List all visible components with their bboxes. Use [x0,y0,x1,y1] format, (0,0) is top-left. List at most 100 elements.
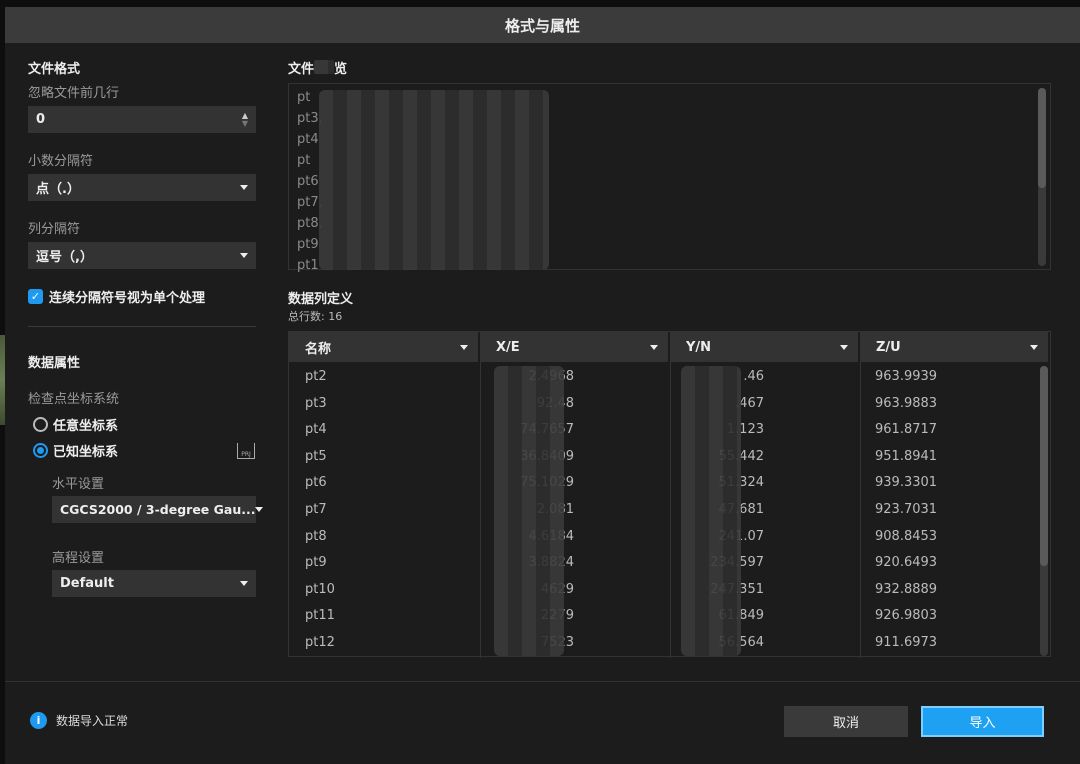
radio-any-label: 任意坐标系 [53,419,119,434]
table-cell: pt10 [305,581,335,597]
merge-separators-label: 连续分隔符号视为单个处理 [49,291,206,306]
table-cell: 939.3301 [875,475,938,491]
chevron-down-icon[interactable] [1030,344,1038,350]
horizontal-crs-select[interactable]: CGCS2000 / 3-degree Gau... [52,496,264,523]
skip-rows-value: 0 [36,112,46,127]
decimal-sep-label: 小数分隔符 [28,154,94,169]
table-cell: 932.8889 [875,581,938,597]
preview-line: pt7, [297,195,323,210]
radio-selected-icon[interactable] [33,443,48,458]
redaction-blur [681,366,741,656]
preview-line: pt [297,153,311,168]
radio-icon[interactable] [33,417,48,432]
table-cell: pt5 [305,448,327,464]
merge-separators-checkbox[interactable]: ✓ 连续分隔符号视为单个处理 [28,287,205,306]
table-cell: pt9 [305,555,327,571]
skip-rows-label: 忽略文件前几行 [28,86,120,101]
data-props-heading: 数据属性 [28,356,81,371]
table-cell: pt12 [305,635,335,650]
table-cell: 961.8717 [875,422,938,438]
info-icon: i [30,712,47,729]
column-header[interactable]: X/E [480,332,670,362]
column-divider [860,362,861,658]
status-message: i 数据导入正常 [30,712,128,729]
redaction-blur [319,90,549,270]
chevron-down-icon [240,581,248,586]
preview-line: pt8, [297,216,323,231]
column-header[interactable]: Y/N [670,332,860,362]
chevron-down-icon[interactable] [840,344,848,350]
table-cell: pt7 [305,502,327,517]
redaction-blur [314,60,335,74]
preview-line: pt3, [297,111,323,126]
preview-scrollbar[interactable] [1038,88,1046,266]
column-header[interactable]: Z/U [860,332,1050,362]
preview-line: pt6 [297,174,319,189]
skip-rows-stepper[interactable]: 0 ▲ ▼ [28,106,256,133]
format-properties-dialog: 格式与属性 文件格式 忽略文件前几行 0 ▲ ▼ 小数分隔符 点（.） 列分隔符 … [5,7,1080,764]
column-sep-select[interactable]: 逗号（,） [28,242,256,269]
columns-heading: 数据列定义 [288,292,354,307]
radio-known-crs[interactable]: 已知坐标系 [33,441,118,460]
preview-heading: 文件 览 [288,58,347,77]
scrollbar-thumb[interactable] [1040,366,1048,566]
table-cell: pt6 [305,475,327,491]
preview-line: pt1 [297,258,319,273]
dialog-title: 格式与属性 [5,7,1080,43]
table-cell: 911.6973 [875,635,938,650]
scrollbar-thumb[interactable] [1038,88,1046,188]
preview-line: pt4 [297,132,319,147]
column-divider [480,362,481,658]
table-scrollbar[interactable] [1040,366,1048,656]
prj-import-icon[interactable]: PRJ [237,443,255,459]
table-cell: 963.9939 [875,369,938,384]
column-header-label: Z/U [876,339,901,355]
vertical-crs-select[interactable]: Default [52,570,256,597]
columns-table: 名称X/EY/NZ/Upt22.4968.46963.9939pt392.48.… [288,331,1051,658]
column-divider [670,362,671,658]
table-cell: pt2 [305,369,327,384]
divider [28,326,256,327]
preview-title-end: 览 [334,62,348,77]
table-cell: 926.9803 [875,608,938,624]
status-text: 数据导入正常 [56,714,129,728]
crs-label: 检查点坐标系统 [28,392,120,407]
chevron-down-icon [255,507,264,512]
table-cell: pt8 [305,528,327,544]
preview-line: pt [297,90,311,105]
column-header-label: Y/N [686,339,712,355]
table-cell: 923.7031 [875,502,938,517]
import-button[interactable]: 导入 [921,706,1044,737]
table-cell: .46 [743,369,764,384]
background-image [0,335,5,425]
vertical-label: 高程设置 [52,551,105,566]
column-header-label: 名称 [305,341,332,357]
table-cell: 951.8941 [875,448,938,464]
table-cell: 908.8453 [875,528,938,544]
decimal-sep-value: 点（.） [36,182,80,197]
radio-any-crs[interactable]: 任意坐标系 [33,415,118,434]
table-cell: pt4 [305,422,327,438]
total-rows: 总行数: 16 [288,310,343,323]
table-cell: 963.9883 [875,395,938,411]
column-sep-label: 列分隔符 [28,222,81,237]
column-header-label: X/E [496,339,520,355]
chevron-down-icon[interactable] [460,344,468,350]
column-header[interactable]: 名称 [289,332,480,362]
radio-known-label: 已知坐标系 [53,445,119,460]
chevron-down-icon [240,253,248,258]
cancel-button[interactable]: 取消 [784,706,908,737]
chevron-down-icon [240,185,248,190]
table-cell: pt3 [305,395,327,411]
table-cell: pt11 [305,608,335,624]
stepper-arrows-icon[interactable]: ▲ ▼ [241,110,248,128]
preview-line: pt9 [297,237,319,252]
horizontal-crs-value: CGCS2000 / 3-degree Gau... [60,502,256,517]
horizontal-label: 水平设置 [52,477,105,492]
file-preview-box[interactable]: pt pt3, pt4 pt pt6 pt7, pt8, pt9 pt1 [288,83,1051,273]
decimal-sep-select[interactable]: 点（.） [28,174,256,201]
chevron-down-icon[interactable] [650,344,658,350]
table-cell: 920.6493 [875,555,938,571]
file-format-heading: 文件格式 [28,62,81,77]
checkbox-checked-icon[interactable]: ✓ [28,289,43,304]
